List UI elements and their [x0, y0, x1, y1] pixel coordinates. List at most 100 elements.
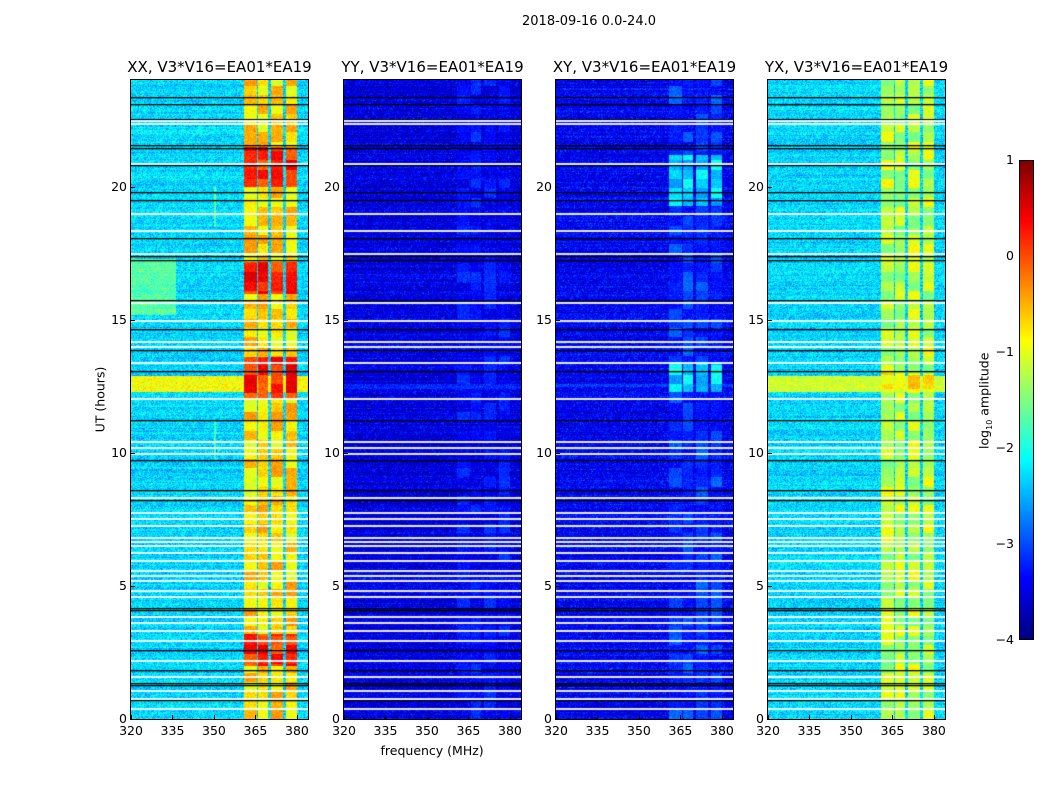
colorbar-tick-label: 1	[1006, 152, 1014, 167]
y-tick-mark	[556, 585, 560, 587]
x-tick-label: 365	[243, 723, 268, 738]
y-tick-mark	[556, 319, 560, 321]
heatmap-image	[768, 80, 945, 719]
y-tick-label: 0	[544, 711, 552, 726]
x-tick-mark	[597, 715, 599, 719]
colorbar-label-suffix: amplitude	[976, 352, 992, 420]
x-tick-label: 320	[119, 723, 143, 738]
y-tick-label: 5	[332, 577, 340, 593]
heatmap-panel	[343, 79, 522, 720]
y-tick-label: 5	[119, 577, 127, 593]
x-tick-label: 350	[839, 723, 863, 738]
y-tick-mark	[768, 585, 772, 587]
y-tick-label: 20	[111, 178, 127, 194]
y-tick-label: 20	[748, 178, 764, 194]
x-tick-label: 380	[498, 723, 522, 738]
y-tick-label: 20	[324, 178, 340, 194]
x-tick-mark	[426, 715, 428, 719]
x-tick-mark	[255, 715, 257, 719]
x-tick-mark	[809, 715, 811, 719]
x-tick-label: 350	[627, 723, 651, 738]
y-tick-mark	[556, 719, 560, 720]
colorbar-tick-label: 0	[1006, 248, 1014, 263]
y-tick-mark	[344, 585, 348, 587]
y-tick-label: 20	[536, 178, 552, 194]
x-tick-mark	[638, 715, 640, 719]
colorbar-tick-label: −2	[995, 440, 1014, 455]
x-tick-label: 320	[332, 723, 356, 738]
x-tick-mark	[892, 715, 894, 719]
y-tick-mark	[131, 186, 135, 188]
x-tick-mark	[131, 715, 132, 719]
y-tick-label: 10	[324, 444, 340, 460]
x-tick-label: 335	[160, 723, 185, 738]
x-tick-mark	[385, 715, 387, 719]
x-tick-mark	[680, 715, 682, 719]
y-tick-label: 0	[119, 711, 127, 726]
y-tick-label: 0	[332, 711, 340, 726]
x-tick-mark	[768, 715, 769, 719]
x-tick-label: 350	[202, 723, 226, 738]
heatmap-image	[131, 80, 308, 719]
x-tick-mark	[850, 715, 852, 719]
x-tick-label: 320	[544, 723, 568, 738]
y-tick-label: 10	[748, 444, 764, 460]
heatmap-image	[344, 80, 521, 719]
x-tick-label: 365	[668, 723, 693, 738]
x-tick-mark	[556, 715, 557, 719]
y-tick-mark	[556, 186, 560, 188]
y-tick-label: 15	[748, 311, 764, 327]
x-tick-mark	[172, 715, 174, 719]
panel-title: XY, V3*V16=EA01*EA19	[552, 58, 737, 76]
x-tick-label: 335	[585, 723, 610, 738]
x-tick-mark	[344, 715, 345, 719]
y-tick-mark	[131, 585, 135, 587]
y-tick-label: 10	[111, 444, 127, 460]
x-tick-mark	[721, 715, 723, 719]
y-tick-mark	[131, 452, 135, 454]
y-tick-mark	[768, 452, 772, 454]
y-tick-label: 10	[536, 444, 552, 460]
x-tick-label: 320	[756, 723, 780, 738]
x-tick-label: 335	[797, 723, 822, 738]
colorbar-tick-label: −1	[995, 344, 1014, 359]
y-tick-mark	[131, 319, 135, 321]
figure-title: 2018-09-16 0.0-24.0	[522, 14, 656, 29]
x-tick-mark	[213, 715, 215, 719]
heatmap-panel	[555, 79, 734, 720]
y-tick-mark	[556, 452, 560, 454]
x-tick-label: 365	[880, 723, 905, 738]
colorbar	[1019, 160, 1034, 640]
colorbar-label-sub: 10	[984, 419, 994, 430]
y-tick-mark	[344, 186, 348, 188]
y-tick-mark	[344, 719, 348, 720]
y-tick-mark	[768, 719, 772, 720]
y-axis-label: UT (hours)	[92, 366, 108, 433]
x-tick-mark	[933, 715, 935, 719]
x-tick-mark	[509, 715, 511, 719]
x-tick-label: 380	[710, 723, 734, 738]
panel-title: XX, V3*V16=EA01*EA19	[127, 58, 312, 76]
x-tick-label: 350	[415, 723, 439, 738]
y-tick-mark	[344, 319, 348, 321]
heatmap-image	[556, 80, 733, 719]
colorbar-tick-label: −3	[995, 536, 1014, 551]
x-tick-mark	[468, 715, 470, 719]
y-tick-mark	[768, 319, 772, 321]
panel-title: YY, V3*V16=EA01*EA19	[341, 58, 524, 76]
y-tick-label: 5	[544, 577, 552, 593]
panel-title: YX, V3*V16=EA01*EA19	[764, 58, 949, 76]
x-axis-label: frequency (MHz)	[380, 743, 484, 758]
y-tick-mark	[768, 186, 772, 188]
heatmap-panel	[130, 79, 309, 720]
y-tick-label: 15	[536, 311, 552, 327]
y-tick-mark	[344, 452, 348, 454]
y-tick-mark	[131, 719, 135, 720]
y-tick-label: 0	[756, 711, 764, 726]
colorbar-gradient	[1020, 161, 1033, 639]
colorbar-tick-label: −4	[995, 632, 1014, 647]
y-tick-label: 5	[756, 577, 764, 593]
y-tick-label: 15	[111, 311, 127, 327]
x-tick-mark	[296, 715, 298, 719]
